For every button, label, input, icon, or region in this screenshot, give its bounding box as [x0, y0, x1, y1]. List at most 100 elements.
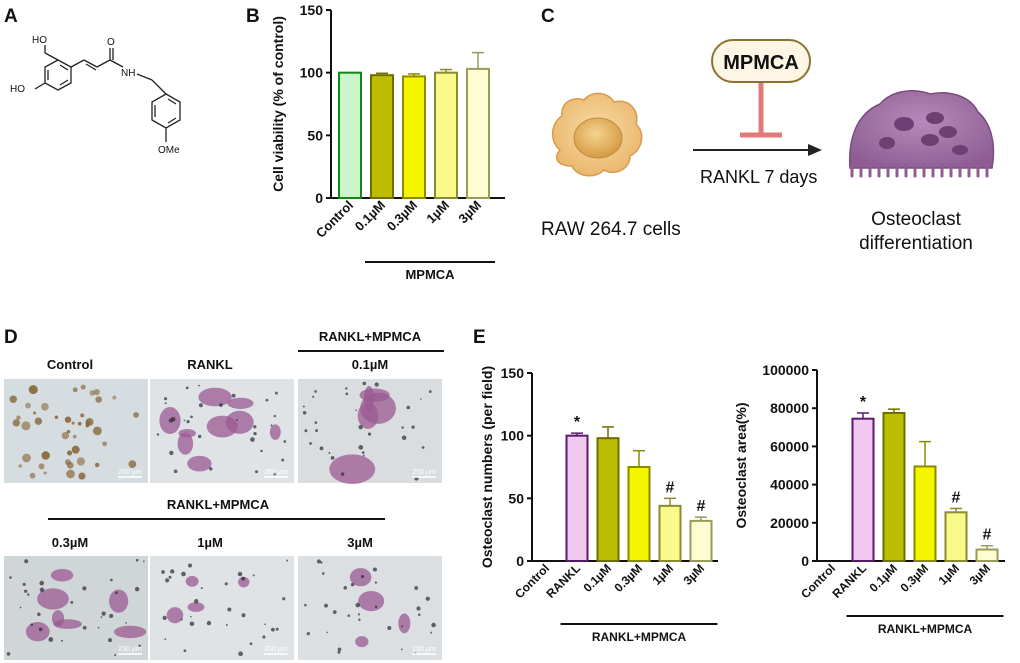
debris-dot: [316, 559, 321, 564]
debris-dot: [350, 582, 355, 587]
debris-dot: [418, 613, 421, 616]
molecule-oh-bottom: HO: [10, 84, 25, 95]
debris-dot: [416, 606, 421, 611]
debris-dot: [37, 612, 41, 617]
cell-dot: [78, 472, 86, 480]
y-tick-label: 20000: [770, 515, 809, 531]
cell-dot: [67, 450, 73, 456]
debris-dot: [82, 625, 87, 630]
arrow-label: RANKL 7 days: [700, 167, 817, 187]
debris-dot: [414, 586, 419, 590]
debris-dot: [253, 425, 257, 429]
debris-dot: [401, 625, 404, 628]
debris-dot: [309, 442, 312, 445]
scale-bar-label: 250 µm: [264, 469, 288, 476]
debris-dot: [314, 390, 317, 393]
debris-dot: [227, 607, 232, 612]
debris-dot: [315, 429, 319, 433]
osteoclast-blob: [363, 385, 374, 412]
debris-dot: [411, 425, 415, 429]
group-label: RANKL+MPMCA: [592, 630, 687, 644]
x-tick-label: 0.3µM: [384, 198, 420, 234]
debris-dot: [100, 616, 103, 618]
cell-dot: [76, 457, 86, 466]
cell-dot: [71, 445, 80, 454]
debris-dot: [264, 623, 266, 626]
debris-dot: [70, 600, 74, 604]
micro-group-top: RANKL+MPMCA: [319, 329, 422, 344]
debris-dot: [324, 603, 328, 608]
debris-dot: [286, 559, 289, 562]
cell-dot: [80, 384, 86, 390]
y-axis-label: Osteoclast area(%): [733, 402, 749, 528]
debris-dot: [355, 409, 357, 412]
debris-dot: [138, 644, 141, 647]
debris-dot: [275, 627, 279, 631]
cell-dot: [128, 460, 137, 469]
debris-dot: [345, 387, 348, 390]
bar: [402, 75, 426, 199]
bar: [689, 519, 713, 562]
debris-dot: [343, 586, 348, 590]
result-label-line2: differentiation: [859, 233, 973, 254]
debris-dot: [156, 433, 160, 436]
x-tick-label: 3µM: [967, 561, 994, 588]
micro-label-rankl: RANKL: [187, 357, 233, 372]
debris-dot: [374, 382, 379, 387]
debris-dot: [97, 626, 100, 629]
cell-dot: [33, 411, 37, 415]
osteoclast-ruffled-border: [850, 164, 989, 178]
debris-dot: [274, 391, 278, 395]
group-label: RANKL+MPMCA: [878, 622, 973, 636]
debris-dot: [197, 434, 202, 439]
y-tick-label: 40000: [770, 477, 809, 493]
debris-dot: [401, 426, 404, 429]
significance-mark: *: [860, 394, 867, 411]
y-axis-label: Cell viability (% of control): [270, 16, 286, 192]
osteoclast-blob: [113, 625, 147, 639]
cell-dot: [71, 421, 75, 425]
bar: [913, 465, 937, 562]
bar: [944, 511, 968, 562]
bar: [338, 71, 362, 199]
x-tick-label: 0.1µM: [866, 561, 900, 595]
significance-mark: #: [666, 479, 675, 496]
chemical-structure: [34, 45, 181, 142]
cell-dot: [66, 429, 71, 434]
osteoclast-blob: [50, 568, 74, 582]
x-tick-label: 1µM: [936, 561, 963, 588]
debris-dot: [19, 606, 22, 609]
chart-osteoclast-area: 0 20000 40000 60000 80000 100000 Osteoclast ar…: [733, 362, 1005, 636]
debris-dot: [420, 398, 422, 400]
cell-dot: [64, 416, 72, 423]
debris-dot: [168, 575, 172, 579]
osteoclast-blob: [185, 575, 199, 587]
debris-dot: [161, 570, 165, 574]
bar: [882, 411, 906, 562]
y-tick-label: 100000: [762, 362, 809, 378]
micrograph-image: [4, 379, 148, 483]
panel-label-c: C: [541, 6, 555, 27]
x-tick-label: 0.1µM: [580, 561, 614, 595]
osteoclast-blob: [37, 588, 69, 610]
debris-dot: [273, 472, 277, 476]
osteoclast-blob: [177, 432, 194, 455]
bar: [851, 417, 875, 562]
debris-dot: [304, 603, 307, 607]
molecule-oxygen: O: [107, 37, 115, 48]
y-tick-label: 0: [516, 553, 524, 569]
debris-dot: [206, 620, 212, 626]
debris-dot: [173, 469, 178, 474]
debris-dot: [125, 622, 127, 624]
x-tick-label: 0.1µM: [352, 198, 388, 234]
cell-dot: [85, 423, 90, 428]
debris-dot: [358, 425, 363, 430]
bar: [596, 437, 620, 563]
x-tick-label: 3µM: [455, 198, 484, 227]
debris-dot: [38, 627, 43, 632]
debris-dot: [39, 580, 45, 586]
y-tick-label: 0: [801, 553, 809, 569]
debris-dot: [60, 639, 63, 642]
cell-dot: [72, 387, 78, 393]
cell-dot: [61, 431, 69, 440]
